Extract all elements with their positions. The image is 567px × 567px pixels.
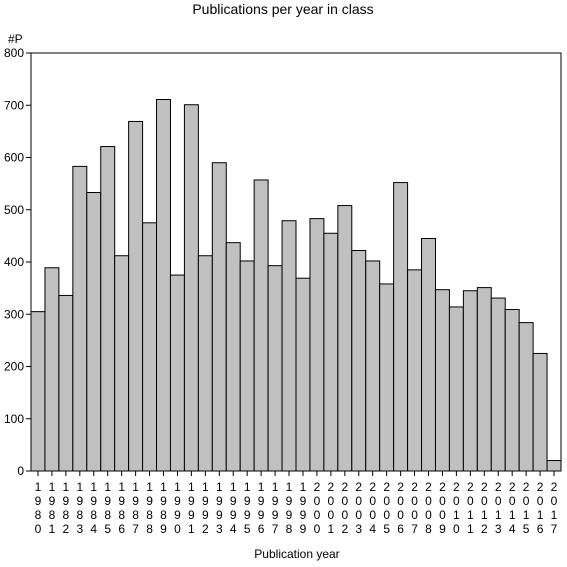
bar-1990 (169, 274, 185, 472)
bar-1998 (281, 220, 297, 472)
bar-2013 (490, 297, 506, 472)
y-tick-label: 800 (4, 46, 24, 60)
bar-2007 (407, 269, 423, 472)
bar-2006 (393, 182, 409, 472)
bar-1981 (44, 267, 60, 472)
x-axis-label: Publication year (254, 547, 339, 561)
bar-1989 (156, 99, 171, 472)
bar-1996 (253, 179, 269, 472)
bar-2002 (337, 205, 353, 472)
bars-group (30, 99, 562, 472)
chart-title: Publications per year in class (192, 1, 373, 17)
y-tick-label: 600 (4, 151, 24, 165)
bar-2001 (323, 232, 339, 472)
bar-2009 (434, 289, 450, 472)
bar-2004 (365, 260, 381, 472)
y-axis-label: #P (8, 32, 23, 46)
bar-1993 (211, 162, 227, 472)
bar-1984 (86, 192, 102, 472)
bar-2005 (379, 283, 395, 472)
bar-2008 (421, 237, 436, 472)
bar-1994 (225, 242, 241, 472)
bar-2012 (476, 287, 492, 472)
bar-2015 (518, 322, 534, 472)
y-tick-label: 700 (4, 98, 24, 112)
y-tick-label: 200 (4, 360, 24, 374)
y-tick-label: 500 (4, 203, 24, 217)
y-axis: 0 100 200 300 400 500 600 700 800 (4, 46, 31, 478)
bar-1980 (30, 311, 46, 472)
bar-1985 (100, 146, 116, 472)
bar-1995 (239, 260, 255, 472)
bar-2014 (504, 309, 520, 472)
bar-1982 (58, 294, 74, 472)
x-axis: 1 9 8 0 1 9 8 1 1 9 8 2 1 9 8 3 1 9 8 4 1 9 8 5 1 9 8 6 1 9 8 7 1 9 8 8 1 9 8 9… (35, 471, 558, 536)
bar-2010 (448, 306, 464, 472)
bar-2000 (309, 218, 325, 472)
plot-frame (30, 52, 562, 472)
y-tick-label: 0 (17, 464, 24, 478)
y-tick-label: 400 (4, 255, 24, 269)
bar-1992 (197, 255, 213, 472)
y-tick-label: 300 (4, 307, 24, 321)
bar-2017 (546, 460, 562, 472)
bar-1991 (183, 104, 199, 472)
bar-1987 (128, 120, 144, 472)
y-tick-label: 100 (4, 412, 24, 426)
bar-2003 (351, 250, 367, 472)
bar-2016 (532, 352, 548, 472)
bar-1986 (114, 255, 130, 472)
bar-1999 (295, 277, 311, 472)
bar-1988 (142, 222, 158, 472)
bar-1997 (267, 265, 283, 472)
bar-2011 (462, 290, 478, 472)
bar-1983 (72, 165, 88, 472)
